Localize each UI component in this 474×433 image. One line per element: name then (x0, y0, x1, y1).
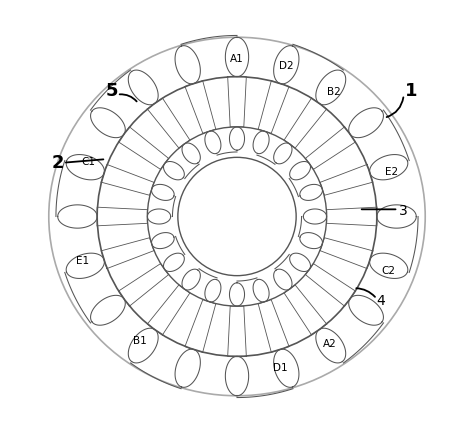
Text: A1: A1 (230, 54, 244, 64)
Text: D1: D1 (273, 363, 288, 373)
Text: D2: D2 (279, 61, 293, 71)
Text: 4: 4 (376, 294, 385, 308)
Text: 2: 2 (52, 154, 64, 172)
Text: A2: A2 (323, 339, 337, 349)
Text: E2: E2 (385, 167, 398, 177)
Text: C1: C1 (82, 158, 96, 168)
Text: 3: 3 (399, 204, 408, 218)
Text: B2: B2 (328, 87, 341, 97)
Text: E1: E1 (76, 256, 89, 266)
Text: B1: B1 (133, 336, 146, 346)
Text: C2: C2 (381, 266, 395, 277)
Text: 5: 5 (105, 82, 118, 100)
Text: 1: 1 (405, 82, 417, 100)
